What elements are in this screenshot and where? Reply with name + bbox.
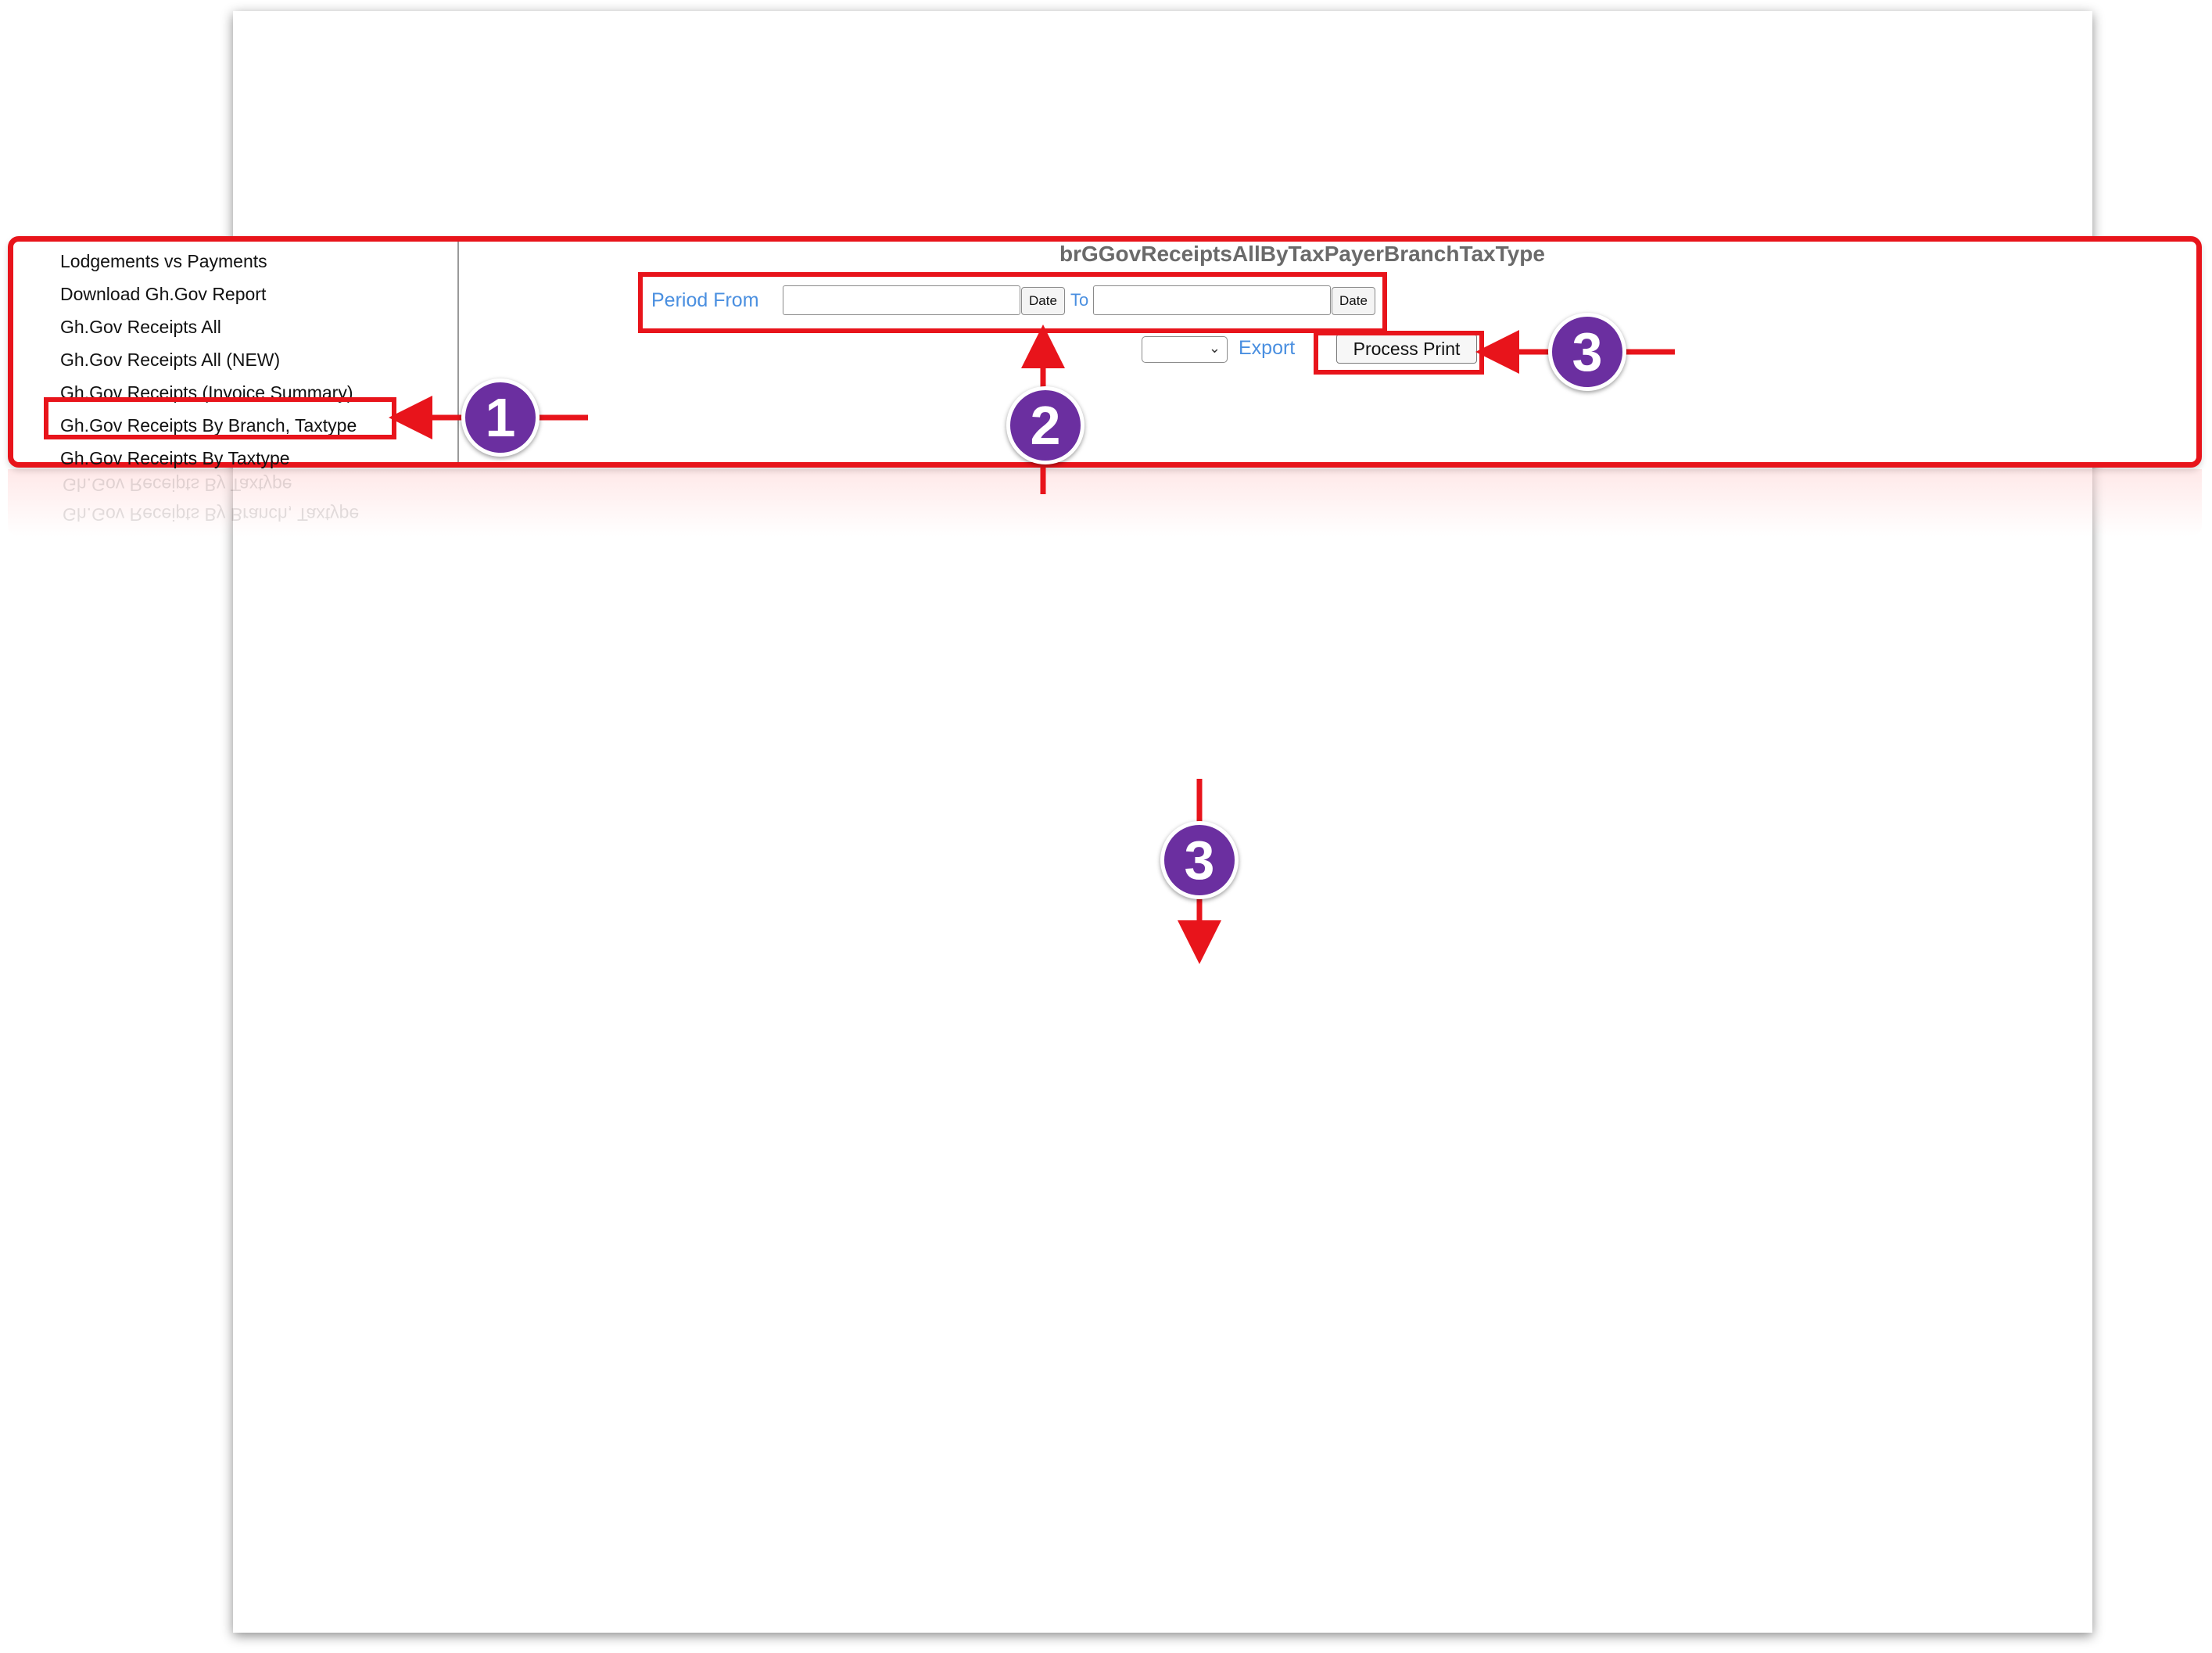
sidebar-item-ghgov-receipts-by-taxtype[interactable]: Gh.Gov Receipts By Taxtype [60,448,290,468]
sidebar-item-ghgov-receipts-by-branch-taxtype[interactable]: Gh.Gov Receipts By Branch, Taxtype [60,415,357,436]
step-marker-1: 1 [461,378,540,457]
step-marker-3: 3 [1548,313,1626,391]
report-main: brGGovReceiptsAllByTaxPayerBranchTaxType… [459,242,2196,462]
period-from-label: Period From [651,289,759,311]
strip-reflection: Gh.Gov Receipts By Taxtype Gh.Gov Receip… [8,469,2202,536]
process-print-button[interactable]: Process Print [1336,334,1477,364]
sidebar-item-lodgements-vs-payments[interactable]: Lodgements vs Payments [60,251,267,271]
export-link[interactable]: Export [1239,337,1296,359]
report-title: brGGovReceiptsAllByTaxPayerBranchTaxType [1059,242,1545,266]
date-to-button[interactable]: Date [1332,287,1375,315]
chevron-down-icon: ⌄ [1208,340,1221,356]
report-panel: Lodgements vs Payments Download Gh.Gov R… [8,236,2202,468]
date-from-button[interactable]: Date [1021,287,1065,315]
sidebar-item-ghgov-receipts-all-new[interactable]: Gh.Gov Receipts All (NEW) [60,350,281,370]
date-from-input[interactable] [783,285,1020,315]
step-marker-3-bottom: 3 [1160,821,1239,899]
sidebar-item-download-ghgov-report[interactable]: Download Gh.Gov Report [60,284,267,304]
to-label: To [1070,290,1089,310]
step-marker-2: 2 [1006,386,1084,464]
sidebar-item-ghgov-receipts-all[interactable]: Gh.Gov Receipts All [60,317,221,337]
date-to-input[interactable] [1093,285,1331,315]
export-format-select[interactable]: ⌄ [1142,336,1228,363]
